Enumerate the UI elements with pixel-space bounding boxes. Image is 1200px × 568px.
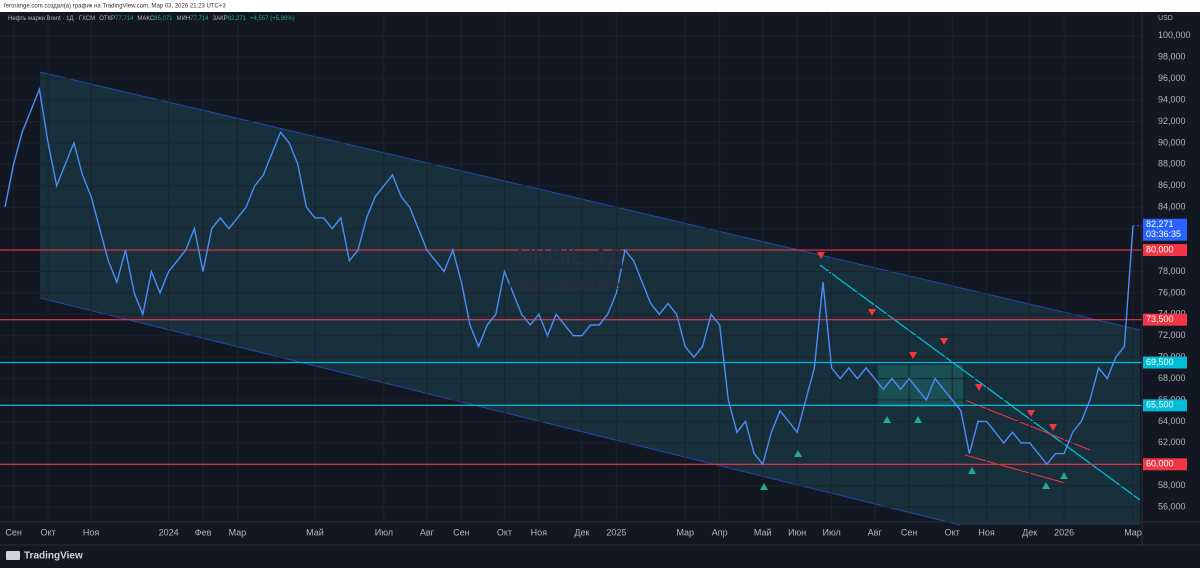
x-tick-label: Апр: [712, 527, 728, 537]
y-tick-label: 78,000: [1158, 266, 1186, 276]
price-tag: [1143, 218, 1187, 241]
y-tick-label: 76,000: [1158, 287, 1186, 297]
watermark-name: Нефть марки Brent: [508, 277, 631, 293]
price-line: [4, 86, 1134, 466]
trendline: [964, 454, 1066, 484]
signal-arrows: [760, 416, 1068, 490]
level-label: 80,000: [1146, 244, 1174, 254]
signal-arrows: [817, 252, 1057, 431]
y-tick-label: 86,000: [1158, 180, 1186, 190]
legend-change: +4,557 (+5,86%): [250, 16, 295, 22]
x-tick-label: Июл: [375, 527, 393, 537]
logo-icon: [6, 551, 20, 560]
watermark-ticker: UKOIL, 1Д: [517, 244, 622, 269]
credit: ferorange.com создал(а) график на Tradin…: [4, 4, 226, 10]
countdown: 03:36:35: [1146, 229, 1181, 239]
y-tick-label: 96,000: [1158, 73, 1186, 83]
x-tick-label: Дек: [1022, 527, 1037, 537]
x-tick-label: Мар: [1124, 527, 1142, 537]
level-tag: [1143, 399, 1187, 412]
y-tick-label: 62,000: [1158, 437, 1186, 447]
legend-label: МИН: [177, 16, 191, 22]
x-tick-label: Дек: [574, 527, 589, 537]
x-tick-label: Сен: [5, 527, 22, 537]
axes: 56,00058,00060,00062,00064,00066,00068,0…: [5, 30, 1190, 537]
x-tick-label: Окт: [945, 527, 960, 537]
legend-value: 85,071: [154, 16, 173, 22]
x-tick-label: Авг: [420, 527, 435, 537]
x-tick-label: Окт: [497, 527, 512, 537]
x-tick-label: 2024: [159, 527, 179, 537]
y-tick-label: 56,000: [1158, 502, 1186, 512]
x-tick-label: Авг: [868, 527, 883, 537]
x-tick-label: Фев: [195, 527, 212, 537]
y-tick-label: 100,000: [1158, 30, 1191, 40]
zone: [878, 365, 963, 407]
y-tick-label: 90,000: [1158, 137, 1186, 147]
x-tick-label: 2026: [1054, 527, 1074, 537]
x-tick-label: Ноя: [978, 527, 995, 537]
price-label: 82,271: [1146, 219, 1174, 229]
level-tag: [1143, 356, 1187, 369]
x-tick-label: Окт: [40, 527, 55, 537]
x-tick-label: Сен: [453, 527, 470, 537]
x-tick-label: Сен: [901, 527, 918, 537]
trendline: [819, 264, 1141, 501]
legend-label: ОТКР: [99, 16, 115, 22]
y-tick-label: 98,000: [1158, 52, 1186, 62]
level-label: 73,500: [1146, 314, 1174, 324]
channel-top: [39, 71, 1141, 331]
legend-value: 77,714: [190, 16, 209, 22]
x-tick-label: Июл: [822, 527, 840, 537]
x-tick-label: Ноя: [531, 527, 548, 537]
x-tick-label: Май: [306, 527, 324, 537]
y-tick-label: 58,000: [1158, 480, 1186, 490]
x-tick-label: Мар: [229, 527, 247, 537]
legend-symbol: Нефть марки Brent · 1Д · ГХСМ: [8, 16, 95, 22]
y-tick-label: 72,000: [1158, 330, 1186, 340]
brand: TradingView: [24, 551, 83, 562]
price-axis: [1142, 12, 1200, 522]
x-tick-label: Ноя: [83, 527, 100, 537]
level-tag: [1143, 244, 1187, 257]
level-tag: [1143, 313, 1187, 326]
header-bar: [0, 0, 1200, 12]
level-tag: [1143, 458, 1187, 471]
legend-label: ЗАКР: [213, 16, 228, 22]
y-tick-label: 68,000: [1158, 373, 1186, 383]
y-tick-label: 84,000: [1158, 202, 1186, 212]
level-label: 60,000: [1146, 459, 1174, 469]
legend-label: МАКС: [137, 16, 154, 22]
currency: USD: [1158, 15, 1173, 22]
y-tick-label: 92,000: [1158, 116, 1186, 126]
y-tick-label: 88,000: [1158, 159, 1186, 169]
x-tick-label: Мар: [676, 527, 694, 537]
plot: [0, 12, 1142, 520]
x-tick-label: Май: [754, 527, 772, 537]
legend: Нефть марки Brent · 1Д · ГХСМ ОТКР77,714 М…: [8, 16, 295, 22]
y-tick-label: 64,000: [1158, 416, 1186, 426]
y-tick-label: 94,000: [1158, 94, 1186, 104]
x-tick-label: 2025: [606, 527, 626, 537]
x-tick-label: Июн: [788, 527, 806, 537]
level-label: 65,500: [1146, 400, 1174, 410]
level-label: 69,500: [1146, 357, 1174, 367]
legend-value: 82,271: [228, 16, 247, 22]
legend-value: 77,714: [115, 16, 134, 22]
